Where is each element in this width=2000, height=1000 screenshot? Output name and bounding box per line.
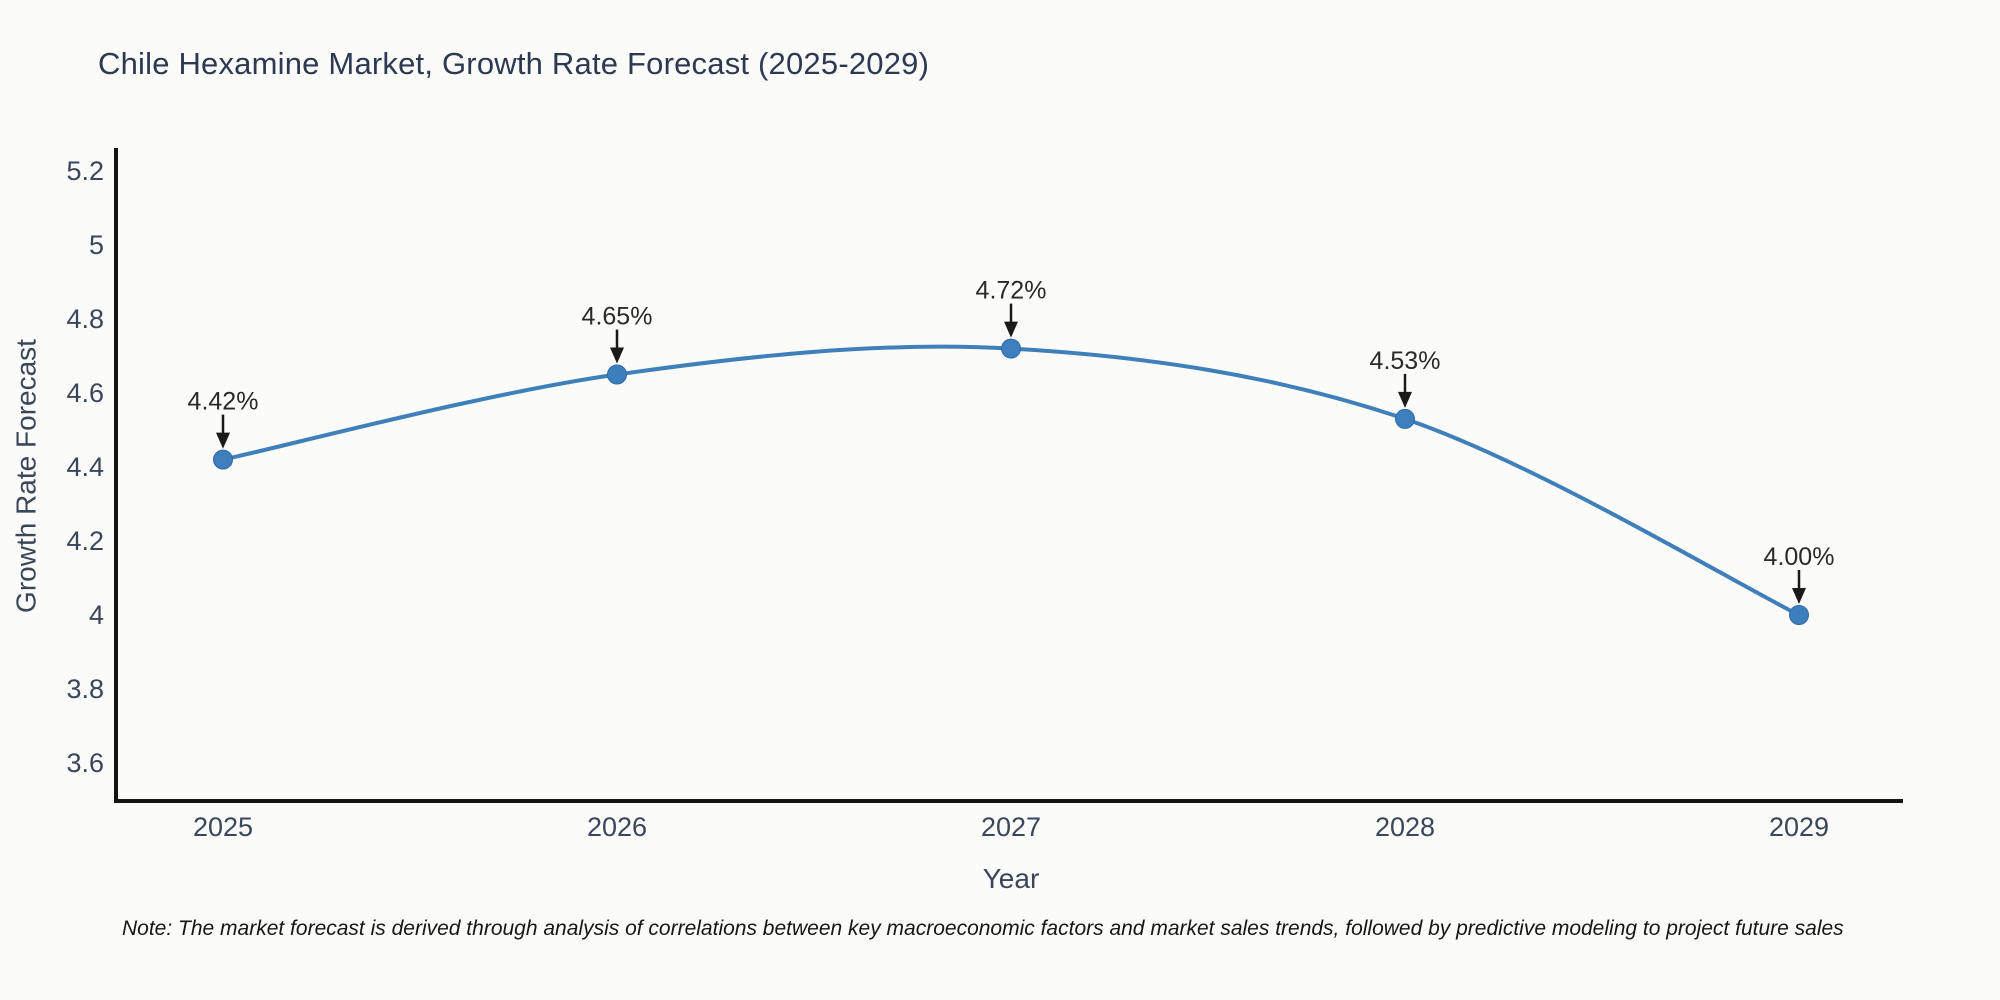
annotation-arrow-head <box>1004 321 1018 338</box>
x-axis-title: Year <box>983 863 1040 894</box>
y-axis-title: Growth Rate Forecast <box>10 339 41 613</box>
y-tick-label: 4.2 <box>66 526 104 556</box>
data-point-2029[interactable] <box>1789 605 1809 625</box>
y-tick-label: 4.4 <box>66 452 104 482</box>
data-point-2028[interactable] <box>1395 408 1415 429</box>
x-tick-label: 2028 <box>1375 812 1435 842</box>
x-tick-label: 2026 <box>587 812 647 842</box>
y-tick-label: 4 <box>89 600 104 630</box>
y-tick-label: 3.8 <box>66 674 104 704</box>
x-tick-label: 2025 <box>193 812 253 842</box>
y-tick-label: 5.2 <box>66 156 104 186</box>
chart-title: Chile Hexamine Market, Growth Rate Forec… <box>98 46 930 81</box>
footnote: Note: The market forecast is derived thr… <box>122 917 1844 940</box>
annotation-arrow-head <box>610 347 624 364</box>
data-point-2026[interactable] <box>607 364 627 385</box>
data-point-2025[interactable] <box>213 449 233 470</box>
x-tick-label: 2029 <box>1769 812 1829 842</box>
point-value-label: 4.53% <box>1370 347 1441 375</box>
y-tick-label: 4.6 <box>66 378 104 408</box>
point-value-label: 4.42% <box>188 388 259 416</box>
annotation-arrow-head <box>1792 588 1806 604</box>
forecast-line <box>221 344 1801 617</box>
annotation-arrow-head <box>216 432 230 449</box>
y-tick-label: 3.6 <box>66 748 104 778</box>
annotation-arrow-head <box>1398 391 1412 408</box>
point-value-label: 4.65% <box>582 303 653 331</box>
x-tick-label: 2027 <box>981 812 1041 842</box>
y-tick-label: 5 <box>89 230 104 260</box>
point-value-label: 4.00% <box>1764 543 1835 571</box>
point-value-label: 4.72% <box>976 277 1047 305</box>
data-point-2027[interactable] <box>1001 338 1021 359</box>
y-tick-label: 4.8 <box>66 304 104 334</box>
